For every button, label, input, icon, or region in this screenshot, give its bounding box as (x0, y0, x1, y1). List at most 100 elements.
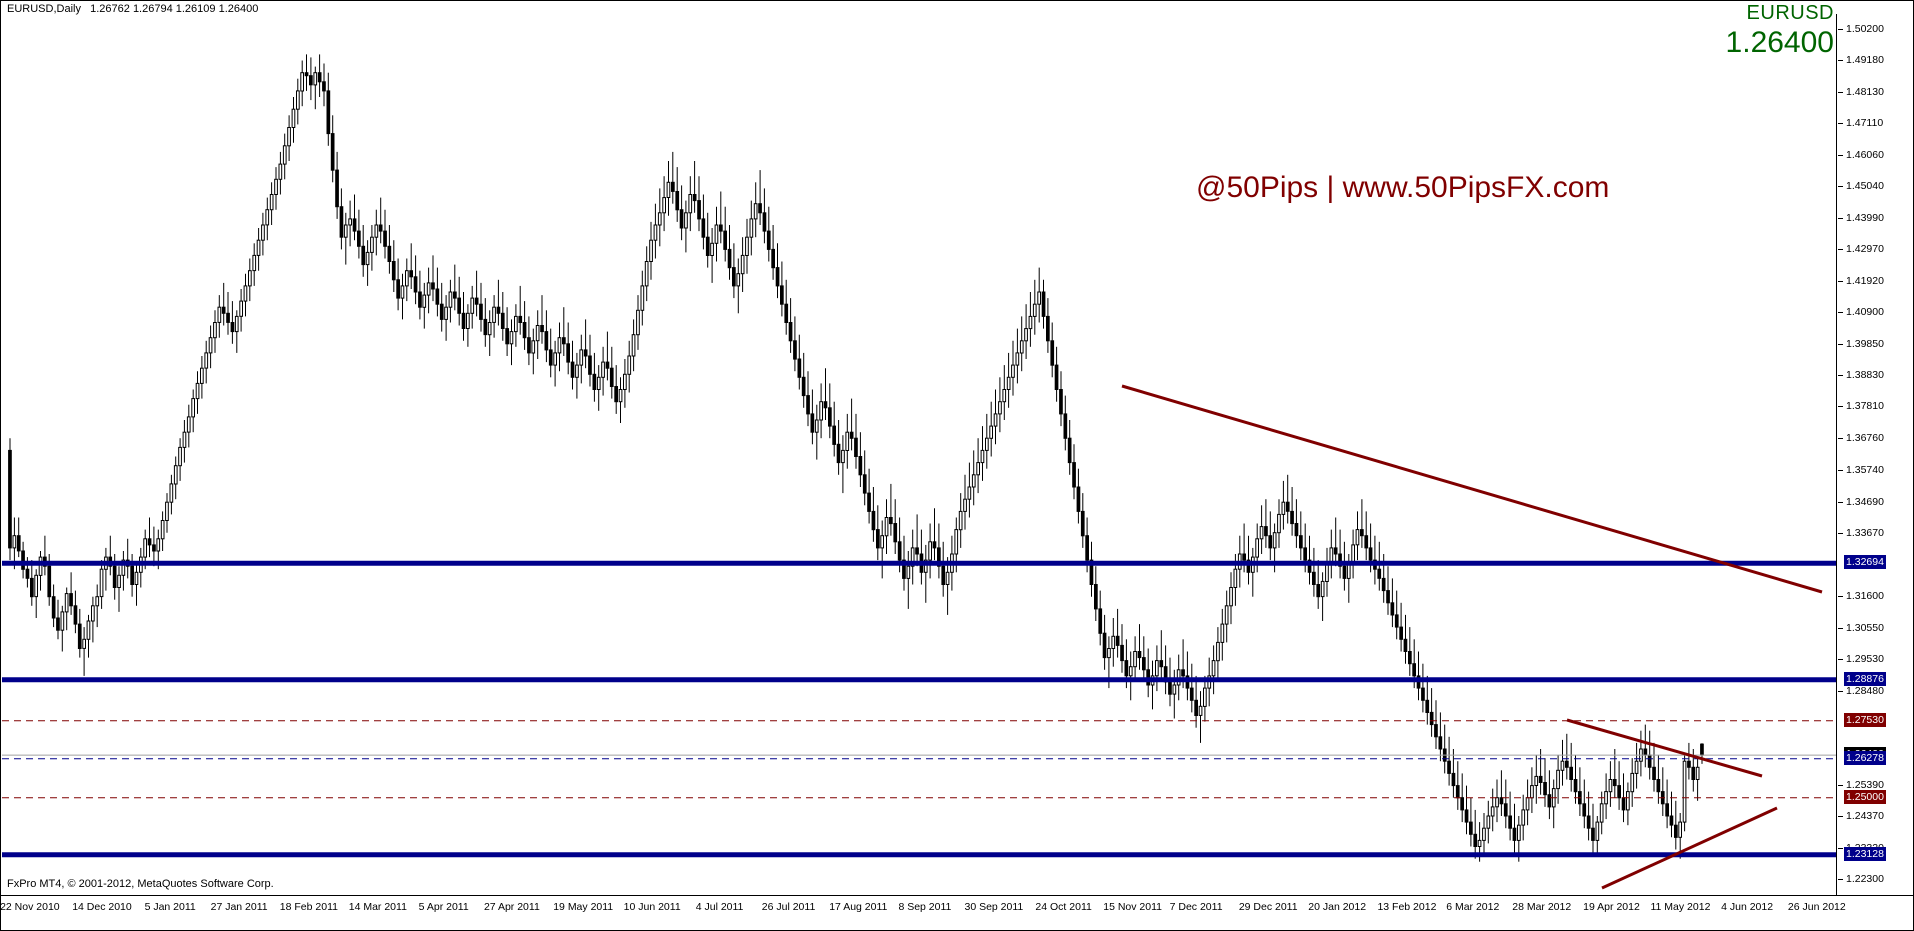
candle-bearish (152, 544, 156, 552)
candle-bullish (1107, 648, 1111, 659)
candle-bullish (657, 212, 662, 226)
horizontal-levels (2, 560, 1836, 858)
candle-bearish (496, 306, 501, 314)
candle-bullish (649, 239, 653, 262)
candle-bearish (823, 401, 828, 409)
date-tick-label: 19 Apr 2012 (1583, 901, 1640, 913)
candle-bearish (391, 261, 396, 281)
candle-bearish (692, 194, 697, 202)
candle-bearish (771, 248, 775, 269)
candle-bearish (775, 267, 780, 287)
candle-bullish (34, 574, 38, 598)
date-tick-label: 28 Mar 2012 (1512, 901, 1572, 913)
candle-bullish (121, 559, 126, 576)
chart-plot-area[interactable] (2, 14, 1836, 895)
candle-bearish (1503, 803, 1508, 817)
candle-bullish (989, 425, 993, 439)
candle-bullish (531, 340, 536, 354)
candle-bullish (1351, 544, 1356, 564)
candle-bullish (753, 203, 758, 220)
candle-bullish (269, 194, 274, 211)
candle-bearish (766, 230, 771, 250)
candle-bullish (814, 419, 819, 433)
tick-mark (1838, 815, 1843, 817)
candle-bullish (666, 181, 671, 199)
date-tick-label: 8 Sep 2011 (898, 901, 952, 913)
candle-bullish (745, 236, 749, 256)
candle-bullish (143, 538, 148, 558)
price-tick-label: 1.45040 (1846, 180, 1884, 193)
candle-bullish (945, 571, 950, 585)
candle-bearish (1342, 565, 1347, 579)
candle-bullish (1695, 766, 1700, 780)
candle-bullish (819, 401, 823, 421)
price-tick-label: 1.31600 (1846, 589, 1884, 602)
candle-bullish (963, 498, 967, 512)
candle-bearish (1656, 779, 1661, 793)
tick-mark (1838, 123, 1843, 125)
candle-bearish (1429, 711, 1434, 726)
date-tick-label: 6 Mar 2012 (1446, 901, 1500, 913)
candle-bearish (941, 565, 946, 586)
candle-bearish (1381, 577, 1386, 592)
candle-bearish (862, 474, 867, 494)
candle-bullish (405, 270, 409, 287)
candle-bullish (186, 416, 191, 433)
candle-bearish (30, 577, 34, 598)
candle-bearish (897, 541, 902, 561)
candle-bullish (1678, 821, 1683, 838)
candle-bearish (828, 407, 832, 427)
price-tick-label: 1.42970 (1846, 243, 1884, 256)
candle-bearish (902, 559, 906, 579)
candle-bearish (609, 367, 614, 388)
tick-mark (1838, 344, 1843, 346)
candle-bearish (1408, 651, 1412, 665)
candle-bullish (12, 535, 17, 549)
candle-bullish (1028, 315, 1033, 330)
candle-bearish (937, 547, 941, 567)
candle-bearish (1242, 553, 1247, 561)
candle-bullish (514, 315, 518, 333)
candle-bullish (684, 212, 688, 229)
candle-bearish (1338, 553, 1342, 567)
candle-bullish (631, 334, 636, 357)
candle-bearish (810, 413, 815, 433)
candle-bullish (967, 486, 972, 500)
copyright-text: FxPro MT4, © 2001-2012, MetaQuotes Softw… (7, 878, 274, 890)
time-axis[interactable]: 22 Nov 2010 14 Dec 2010 5 Jan 2011 27 Jan 2… (0, 895, 1912, 929)
candle-bearish (1102, 632, 1107, 659)
candle-bearish (1063, 413, 1068, 439)
candle-bearish (1499, 797, 1504, 805)
candle-bearish (330, 133, 335, 171)
candle-bullish (553, 352, 557, 366)
candle-bearish (1046, 315, 1050, 342)
candle-bullish (291, 108, 296, 128)
candle-bearish (893, 523, 898, 543)
candle-bullish (1530, 785, 1534, 799)
candle-bullish (644, 261, 649, 287)
candle-bullish (239, 300, 244, 317)
candle-bearish (1464, 809, 1469, 823)
candle-bearish (793, 340, 797, 360)
candle-bullish (623, 373, 627, 390)
candle-bearish (1307, 559, 1312, 573)
candle-bearish (527, 337, 531, 354)
candle-bearish (1643, 748, 1648, 756)
candle-bullish (252, 254, 257, 272)
candle-bullish (985, 437, 989, 451)
price-tick-label: 1.36760 (1846, 432, 1884, 445)
tick-mark (1838, 92, 1843, 94)
candle-bullish (173, 465, 178, 485)
candle-bullish (134, 571, 139, 585)
candle-bullish (38, 556, 43, 576)
symbol-watermark: EURUSD (1746, 2, 1834, 24)
candle-bullish (1634, 760, 1639, 774)
candle-bearish (147, 538, 152, 546)
candle-bearish (1072, 462, 1076, 488)
candle-bearish (719, 224, 723, 232)
candle-bullish (178, 446, 182, 467)
date-tick-label: 15 Nov 2011 (1103, 901, 1162, 913)
candlestick-canvas[interactable] (2, 14, 1836, 895)
candle-bullish (1111, 635, 1116, 649)
price-axis[interactable]: 1.50200 1.49180 1.48130 1.47110 1.46060 1.450… (1836, 14, 1912, 895)
